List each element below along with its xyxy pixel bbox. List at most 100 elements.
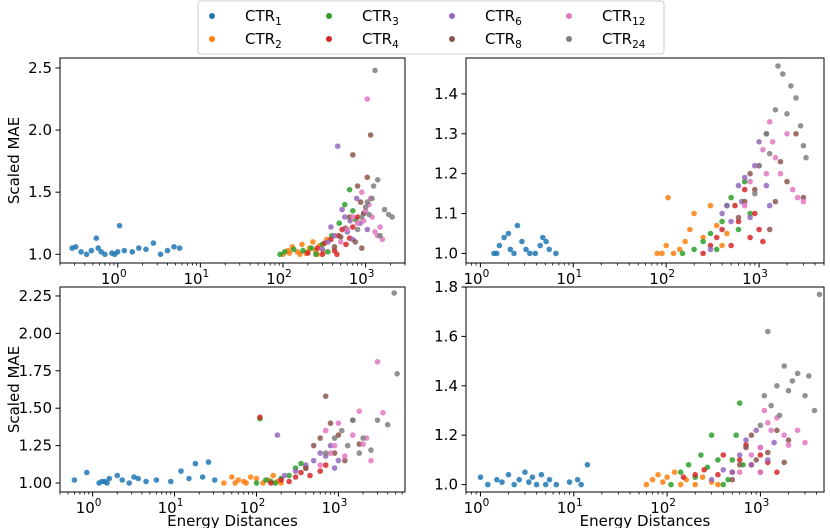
data-point xyxy=(788,83,794,89)
data-point xyxy=(761,407,768,414)
data-point xyxy=(342,214,348,220)
data-point xyxy=(781,432,787,439)
data-point xyxy=(715,457,721,463)
legend-marker xyxy=(326,13,332,19)
legend-marker xyxy=(326,36,332,42)
data-point xyxy=(660,479,666,485)
data-point xyxy=(757,469,764,476)
data-point xyxy=(350,417,356,424)
data-point xyxy=(713,234,720,241)
data-point xyxy=(753,427,759,434)
data-point xyxy=(774,383,780,389)
data-point xyxy=(766,150,773,157)
data-point xyxy=(760,238,766,245)
data-point xyxy=(343,241,349,248)
data-point xyxy=(310,457,317,464)
data-point xyxy=(728,242,734,249)
data-point xyxy=(747,210,753,217)
data-point xyxy=(771,439,777,446)
data-point xyxy=(785,387,792,394)
legend-marker xyxy=(449,36,455,42)
data-point xyxy=(335,457,342,464)
data-point xyxy=(281,472,288,479)
data-point xyxy=(713,246,720,253)
data-point xyxy=(342,457,348,464)
data-point xyxy=(331,450,338,456)
data-point xyxy=(350,224,356,230)
data-point xyxy=(768,427,774,434)
data-point xyxy=(131,474,137,480)
data-point xyxy=(313,251,319,258)
data-point xyxy=(354,226,361,233)
data-point xyxy=(505,230,512,237)
x-tick-label: 103 xyxy=(349,268,375,288)
data-point xyxy=(701,467,707,473)
data-point xyxy=(735,214,742,221)
data-point xyxy=(354,183,361,189)
data-point xyxy=(477,474,484,481)
data-point xyxy=(253,475,260,482)
data-point xyxy=(720,481,727,488)
data-point xyxy=(364,174,371,181)
data-point xyxy=(735,226,742,233)
data-point xyxy=(346,186,353,193)
data-point xyxy=(729,457,736,463)
data-point xyxy=(752,210,758,217)
data-point xyxy=(337,234,344,240)
data-point xyxy=(566,479,573,485)
data-point xyxy=(298,469,304,476)
data-point xyxy=(286,250,293,256)
data-point xyxy=(286,478,292,485)
data-point xyxy=(364,199,371,205)
data-point xyxy=(325,239,331,245)
data-point xyxy=(317,435,324,441)
data-point xyxy=(540,234,546,241)
y-axis-label: Scaled MAE xyxy=(5,117,23,204)
data-point xyxy=(334,251,340,258)
data-point xyxy=(328,224,334,230)
data-point xyxy=(793,131,799,137)
data-point xyxy=(310,442,317,449)
data-point xyxy=(83,251,90,258)
data-point xyxy=(578,481,584,488)
data-point xyxy=(724,230,730,237)
data-point xyxy=(785,437,792,443)
data-point xyxy=(719,218,725,225)
data-point xyxy=(322,450,329,456)
data-point xyxy=(507,246,514,253)
data-point xyxy=(748,432,755,439)
data-point xyxy=(713,222,720,229)
data-point xyxy=(741,186,748,193)
legend-frame xyxy=(197,0,665,55)
y-tick-label: 1.5 xyxy=(28,183,52,201)
data-point xyxy=(793,95,799,101)
data-point xyxy=(691,246,697,253)
data-point xyxy=(687,226,693,233)
legend-label: CTR8 xyxy=(485,30,522,51)
data-point xyxy=(802,439,808,446)
legend-marker xyxy=(566,36,572,42)
data-point xyxy=(126,480,132,486)
data-point xyxy=(765,449,771,456)
data-point xyxy=(384,421,391,428)
data-point xyxy=(331,435,338,441)
data-point xyxy=(72,244,79,250)
data-point xyxy=(777,170,784,177)
data-point xyxy=(268,480,274,486)
data-point xyxy=(720,452,727,458)
data-point xyxy=(519,238,525,245)
data-point xyxy=(816,291,823,298)
data-point xyxy=(747,170,753,177)
legend-marker xyxy=(449,13,455,19)
x-axis-label: Energy Distances xyxy=(580,512,711,528)
data-point xyxy=(729,476,736,483)
data-point xyxy=(757,452,764,458)
data-point xyxy=(350,152,356,158)
data-point xyxy=(542,481,549,488)
y-tick-label: 1.1 xyxy=(434,205,458,223)
data-point xyxy=(719,242,725,249)
data-point xyxy=(84,469,90,476)
data-point xyxy=(317,468,324,474)
data-point xyxy=(359,214,365,220)
